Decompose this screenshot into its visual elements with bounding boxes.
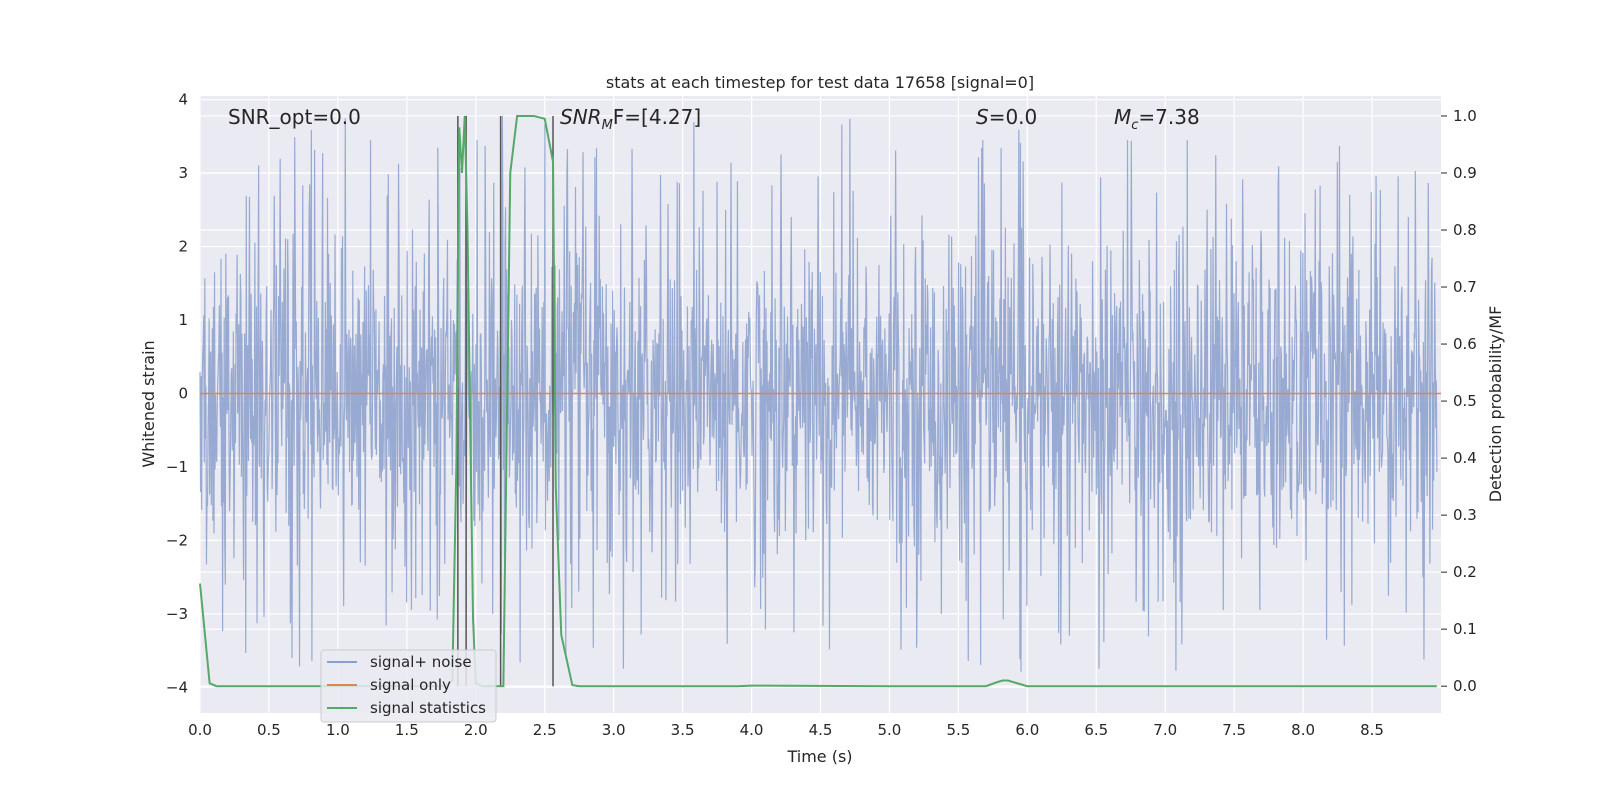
- y-tick-label: −1: [166, 458, 188, 476]
- x-tick-label: 7.0: [1153, 721, 1177, 739]
- legend-box: [320, 649, 497, 723]
- annotation-mc: Mc=7.38: [1114, 105, 1200, 133]
- signal-noise-line: [199, 115, 1438, 672]
- mc-value: =7.38: [1138, 105, 1199, 129]
- y2-tick-label: 1.0: [1453, 107, 1477, 125]
- y-axis-label: Whitened strain: [139, 340, 158, 467]
- x-tick-label: 1.0: [326, 721, 350, 739]
- s-value: =0.0: [989, 105, 1038, 129]
- x-tick-label: 8.0: [1291, 721, 1315, 739]
- x-tick-label: 6.0: [1015, 721, 1039, 739]
- x-axis-ticks: 0.0 0.5 1.0 1.5 2.0 2.5 3.0 3.5 4.0 4.5 5.0 5.5 6.0 6…: [188, 721, 1384, 739]
- y2-tick-label: 0.8: [1453, 221, 1477, 239]
- y2-tick-label: 0.5: [1453, 392, 1477, 410]
- x-tick-label: 7.5: [1222, 721, 1246, 739]
- x-tick-label: 4.5: [809, 721, 833, 739]
- y-tick-label: 0: [178, 384, 188, 402]
- x-tick-label: 2.5: [533, 721, 557, 739]
- mc-symbol: M: [1114, 105, 1131, 129]
- y-axis-ticks: 4 3 2 1 0 −1 −2 −3 −4: [166, 91, 188, 697]
- x-tick-label: 3.0: [602, 721, 626, 739]
- y2-tick-label: 0.3: [1453, 506, 1477, 524]
- y2-tick-label: 0.4: [1453, 449, 1477, 467]
- y2-tick-label: 0.2: [1453, 563, 1477, 581]
- annotation-s: S=0.0: [976, 105, 1037, 129]
- legend-label-signal-statistics: signal statistics: [370, 699, 486, 717]
- snr-mf-subscript: M: [602, 118, 613, 133]
- y2-tick-label: 0.9: [1453, 164, 1477, 182]
- x-tick-label: 1.5: [395, 721, 419, 739]
- legend: signal+ noise signal only signal statist…: [320, 649, 497, 723]
- legend-label-signal-only: signal only: [370, 676, 451, 694]
- y2-axis-label: Detection probability/MF: [1486, 306, 1505, 503]
- y2-axis-ticks: 1.0 0.9 0.8 0.7 0.6 0.5 0.4 0.3 0.2 0.1 0.0: [1441, 107, 1477, 695]
- annotation-snr-mf: SNRMF=[4.27]: [560, 105, 701, 133]
- x-axis-label: Time (s): [786, 747, 852, 766]
- s-symbol: S: [976, 105, 989, 129]
- y-tick-label: −2: [166, 531, 188, 549]
- snr-mf-value: F=[4.27]: [613, 105, 701, 129]
- y-tick-label: 2: [178, 238, 188, 256]
- annotation-snr-opt: SNR_opt=0.0: [228, 105, 361, 129]
- snr-mf-symbol: SNR: [560, 105, 602, 129]
- y-tick-label: −4: [166, 678, 188, 696]
- y2-tick-label: 0.7: [1453, 278, 1477, 296]
- y-tick-label: −3: [166, 605, 188, 623]
- y-tick-label: 3: [178, 164, 188, 182]
- mc-subscript: c: [1131, 118, 1138, 133]
- chart-title: stats at each timestep for test data 176…: [606, 73, 1034, 92]
- y2-tick-label: 0.6: [1453, 335, 1477, 353]
- x-tick-label: 5.5: [946, 721, 970, 739]
- x-tick-label: 0.0: [188, 721, 212, 739]
- x-tick-label: 5.0: [878, 721, 902, 739]
- legend-label-signal-noise: signal+ noise: [370, 653, 472, 671]
- x-tick-label: 2.0: [464, 721, 488, 739]
- x-tick-label: 6.5: [1084, 721, 1108, 739]
- y2-tick-label: 0.1: [1453, 620, 1477, 638]
- y-tick-label: 1: [178, 311, 188, 329]
- y2-tick-label: 0.0: [1453, 677, 1477, 695]
- x-tick-label: 8.5: [1360, 721, 1384, 739]
- x-tick-label: 4.0: [740, 721, 764, 739]
- x-tick-label: 0.5: [257, 721, 281, 739]
- signal-noise-series: [199, 115, 1438, 672]
- x-tick-label: 3.5: [671, 721, 695, 739]
- y-tick-label: 4: [178, 91, 188, 109]
